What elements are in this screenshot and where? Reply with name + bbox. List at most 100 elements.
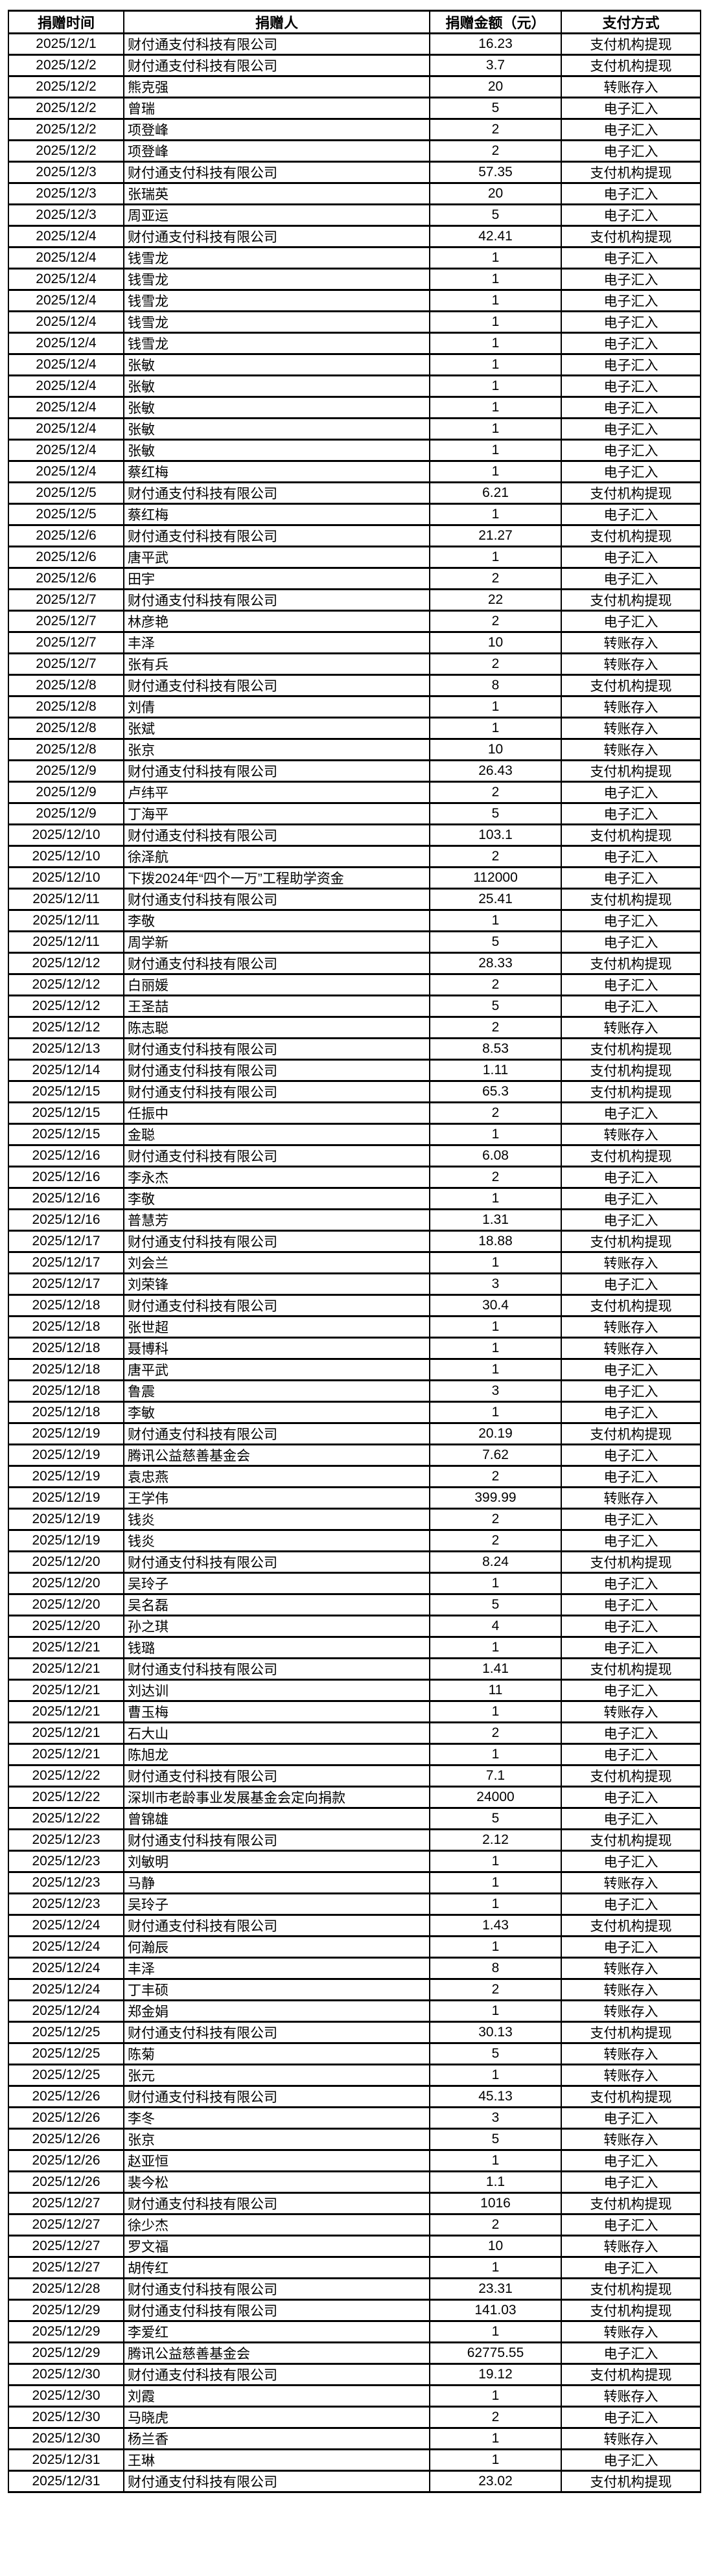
cell-donation-time: 2025/12/7 bbox=[8, 588, 124, 612]
table-row: 2025/12/19 钱炎 2 电子汇入 bbox=[8, 1529, 701, 1552]
cell-amount: 18.88 bbox=[429, 1230, 562, 1253]
table-row: 2025/12/20 财付通支付科技有限公司 8.24 支付机构提现 bbox=[8, 1550, 701, 1574]
table-row: 2025/12/8 财付通支付科技有限公司 8 支付机构提现 bbox=[8, 674, 701, 697]
cell-donor: 裴今松 bbox=[123, 2170, 430, 2194]
cell-donor: 马静 bbox=[123, 1871, 430, 1894]
cell-donation-time: 2025/12/18 bbox=[8, 1315, 124, 1339]
cell-donor: 财付通支付科技有限公司 bbox=[123, 1230, 430, 1253]
cell-payment-method: 电子汇入 bbox=[561, 1636, 701, 1659]
cell-donor: 卢纬平 bbox=[123, 781, 430, 804]
cell-payment-method: 电子汇入 bbox=[561, 1892, 701, 1916]
cell-donation-time: 2025/12/26 bbox=[8, 2085, 124, 2108]
cell-payment-method: 转账存入 bbox=[561, 738, 701, 761]
table-row: 2025/12/30 马晓虎 2 电子汇入 bbox=[8, 2406, 701, 2429]
cell-payment-method: 支付机构提现 bbox=[561, 1422, 701, 1445]
cell-donation-time: 2025/12/5 bbox=[8, 503, 124, 526]
cell-donation-time: 2025/12/16 bbox=[8, 1144, 124, 1167]
cell-donor: 徐泽航 bbox=[123, 845, 430, 868]
table-row: 2025/12/2 曾瑞 5 电子汇入 bbox=[8, 97, 701, 120]
cell-donor: 刘霞 bbox=[123, 2384, 430, 2408]
cell-amount: 1 bbox=[429, 2448, 562, 2472]
cell-amount: 1 bbox=[429, 503, 562, 526]
table-row: 2025/12/24 财付通支付科技有限公司 1.43 支付机构提现 bbox=[8, 1914, 701, 1937]
cell-donor: 钱炎 bbox=[123, 1529, 430, 1552]
cell-payment-method: 电子汇入 bbox=[561, 1721, 701, 1745]
cell-donor: 财付通支付科技有限公司 bbox=[123, 54, 430, 77]
table-row: 2025/12/3 周亚运 5 电子汇入 bbox=[8, 203, 701, 227]
cell-payment-method: 电子汇入 bbox=[561, 1529, 701, 1552]
cell-payment-method: 电子汇入 bbox=[561, 118, 701, 141]
cell-donation-time: 2025/12/7 bbox=[8, 610, 124, 633]
table-row: 2025/12/26 张京 5 转账存入 bbox=[8, 2128, 701, 2151]
cell-donor: 项登峰 bbox=[123, 139, 430, 163]
cell-donation-time: 2025/12/27 bbox=[8, 2235, 124, 2258]
table-row: 2025/12/14 财付通支付科技有限公司 1.11 支付机构提现 bbox=[8, 1059, 701, 1082]
cell-donation-time: 2025/12/17 bbox=[8, 1230, 124, 1253]
cell-payment-method: 电子汇入 bbox=[561, 139, 701, 163]
table-row: 2025/12/19 财付通支付科技有限公司 20.19 支付机构提现 bbox=[8, 1422, 701, 1445]
header-row: 捐赠时间 捐赠人 捐赠金额（元） 支付方式 bbox=[8, 10, 701, 34]
cell-payment-method: 电子汇入 bbox=[561, 1572, 701, 1595]
cell-donor: 财付通支付科技有限公司 bbox=[123, 888, 430, 911]
cell-amount: 1 bbox=[429, 1871, 562, 1894]
cell-payment-method: 转账存入 bbox=[561, 1315, 701, 1339]
table-row: 2025/12/27 胡传红 1 电子汇入 bbox=[8, 2256, 701, 2279]
cell-donation-time: 2025/12/10 bbox=[8, 866, 124, 890]
cell-donor: 深圳市老龄事业发展基金会定向捐款 bbox=[123, 1786, 430, 1809]
cell-amount: 1 bbox=[429, 2384, 562, 2408]
table-row: 2025/12/23 马静 1 转账存入 bbox=[8, 1871, 701, 1894]
cell-donation-time: 2025/12/23 bbox=[8, 1828, 124, 1852]
cell-donation-time: 2025/12/25 bbox=[8, 2021, 124, 2044]
cell-amount: 5 bbox=[429, 1807, 562, 1830]
table-row: 2025/12/4 钱雪龙 1 电子汇入 bbox=[8, 268, 701, 291]
cell-donor: 财付通支付科技有限公司 bbox=[123, 2192, 430, 2215]
cell-donor: 张京 bbox=[123, 2128, 430, 2151]
cell-donation-time: 2025/12/23 bbox=[8, 1850, 124, 1873]
cell-amount: 1.41 bbox=[429, 1657, 562, 1681]
table-row: 2025/12/26 李冬 3 电子汇入 bbox=[8, 2106, 701, 2130]
cell-donor: 曾瑞 bbox=[123, 97, 430, 120]
cell-payment-method: 电子汇入 bbox=[561, 2149, 701, 2172]
cell-amount: 1.43 bbox=[429, 1914, 562, 1937]
cell-amount: 1 bbox=[429, 310, 562, 334]
cell-donor: 刘倩 bbox=[123, 695, 430, 719]
cell-amount: 1 bbox=[429, 2256, 562, 2279]
cell-donor: 财付通支付科技有限公司 bbox=[123, 1828, 430, 1852]
cell-payment-method: 支付机构提现 bbox=[561, 588, 701, 612]
cell-donation-time: 2025/12/6 bbox=[8, 524, 124, 547]
cell-donor: 钱炎 bbox=[123, 1508, 430, 1531]
cell-payment-method: 支付机构提现 bbox=[561, 1914, 701, 1937]
cell-amount: 1 bbox=[429, 1337, 562, 1360]
cell-amount: 2 bbox=[429, 2406, 562, 2429]
table-row: 2025/12/11 周学新 5 电子汇入 bbox=[8, 930, 701, 954]
cell-payment-method: 电子汇入 bbox=[561, 1935, 701, 1959]
table-row: 2025/12/4 蔡红梅 1 电子汇入 bbox=[8, 460, 701, 483]
cell-payment-method: 电子汇入 bbox=[561, 1679, 701, 1702]
cell-payment-method: 支付机构提现 bbox=[561, 1144, 701, 1167]
cell-amount: 1 bbox=[429, 1187, 562, 1210]
cell-amount: 4 bbox=[429, 1615, 562, 1638]
cell-amount: 5 bbox=[429, 930, 562, 954]
cell-amount: 2 bbox=[429, 610, 562, 633]
cell-amount: 1 bbox=[429, 1123, 562, 1146]
cell-donor: 白丽媛 bbox=[123, 973, 430, 996]
table-row: 2025/12/26 财付通支付科技有限公司 45.13 支付机构提现 bbox=[8, 2085, 701, 2108]
cell-payment-method: 电子汇入 bbox=[561, 546, 701, 569]
table-row: 2025/12/29 腾讯公益慈善基金会 62775.55 电子汇入 bbox=[8, 2341, 701, 2365]
cell-payment-method: 支付机构提现 bbox=[561, 161, 701, 184]
table-row: 2025/12/21 钱璐 1 电子汇入 bbox=[8, 1636, 701, 1659]
cell-donor: 财付通支付科技有限公司 bbox=[123, 32, 430, 56]
cell-amount: 2 bbox=[429, 845, 562, 868]
cell-donor: 田宇 bbox=[123, 567, 430, 590]
cell-donation-time: 2025/12/27 bbox=[8, 2256, 124, 2279]
cell-donor: 张敏 bbox=[123, 374, 430, 398]
cell-donor: 吴名磊 bbox=[123, 1593, 430, 1616]
cell-amount: 5 bbox=[429, 97, 562, 120]
cell-donor: 钱雪龙 bbox=[123, 246, 430, 270]
table-row: 2025/12/18 唐平武 1 电子汇入 bbox=[8, 1358, 701, 1381]
cell-payment-method: 电子汇入 bbox=[561, 97, 701, 120]
cell-donor: 财付通支付科技有限公司 bbox=[123, 2299, 430, 2322]
cell-donor: 蔡红梅 bbox=[123, 460, 430, 483]
cell-donation-time: 2025/12/11 bbox=[8, 930, 124, 954]
cell-donation-time: 2025/12/17 bbox=[8, 1251, 124, 1274]
